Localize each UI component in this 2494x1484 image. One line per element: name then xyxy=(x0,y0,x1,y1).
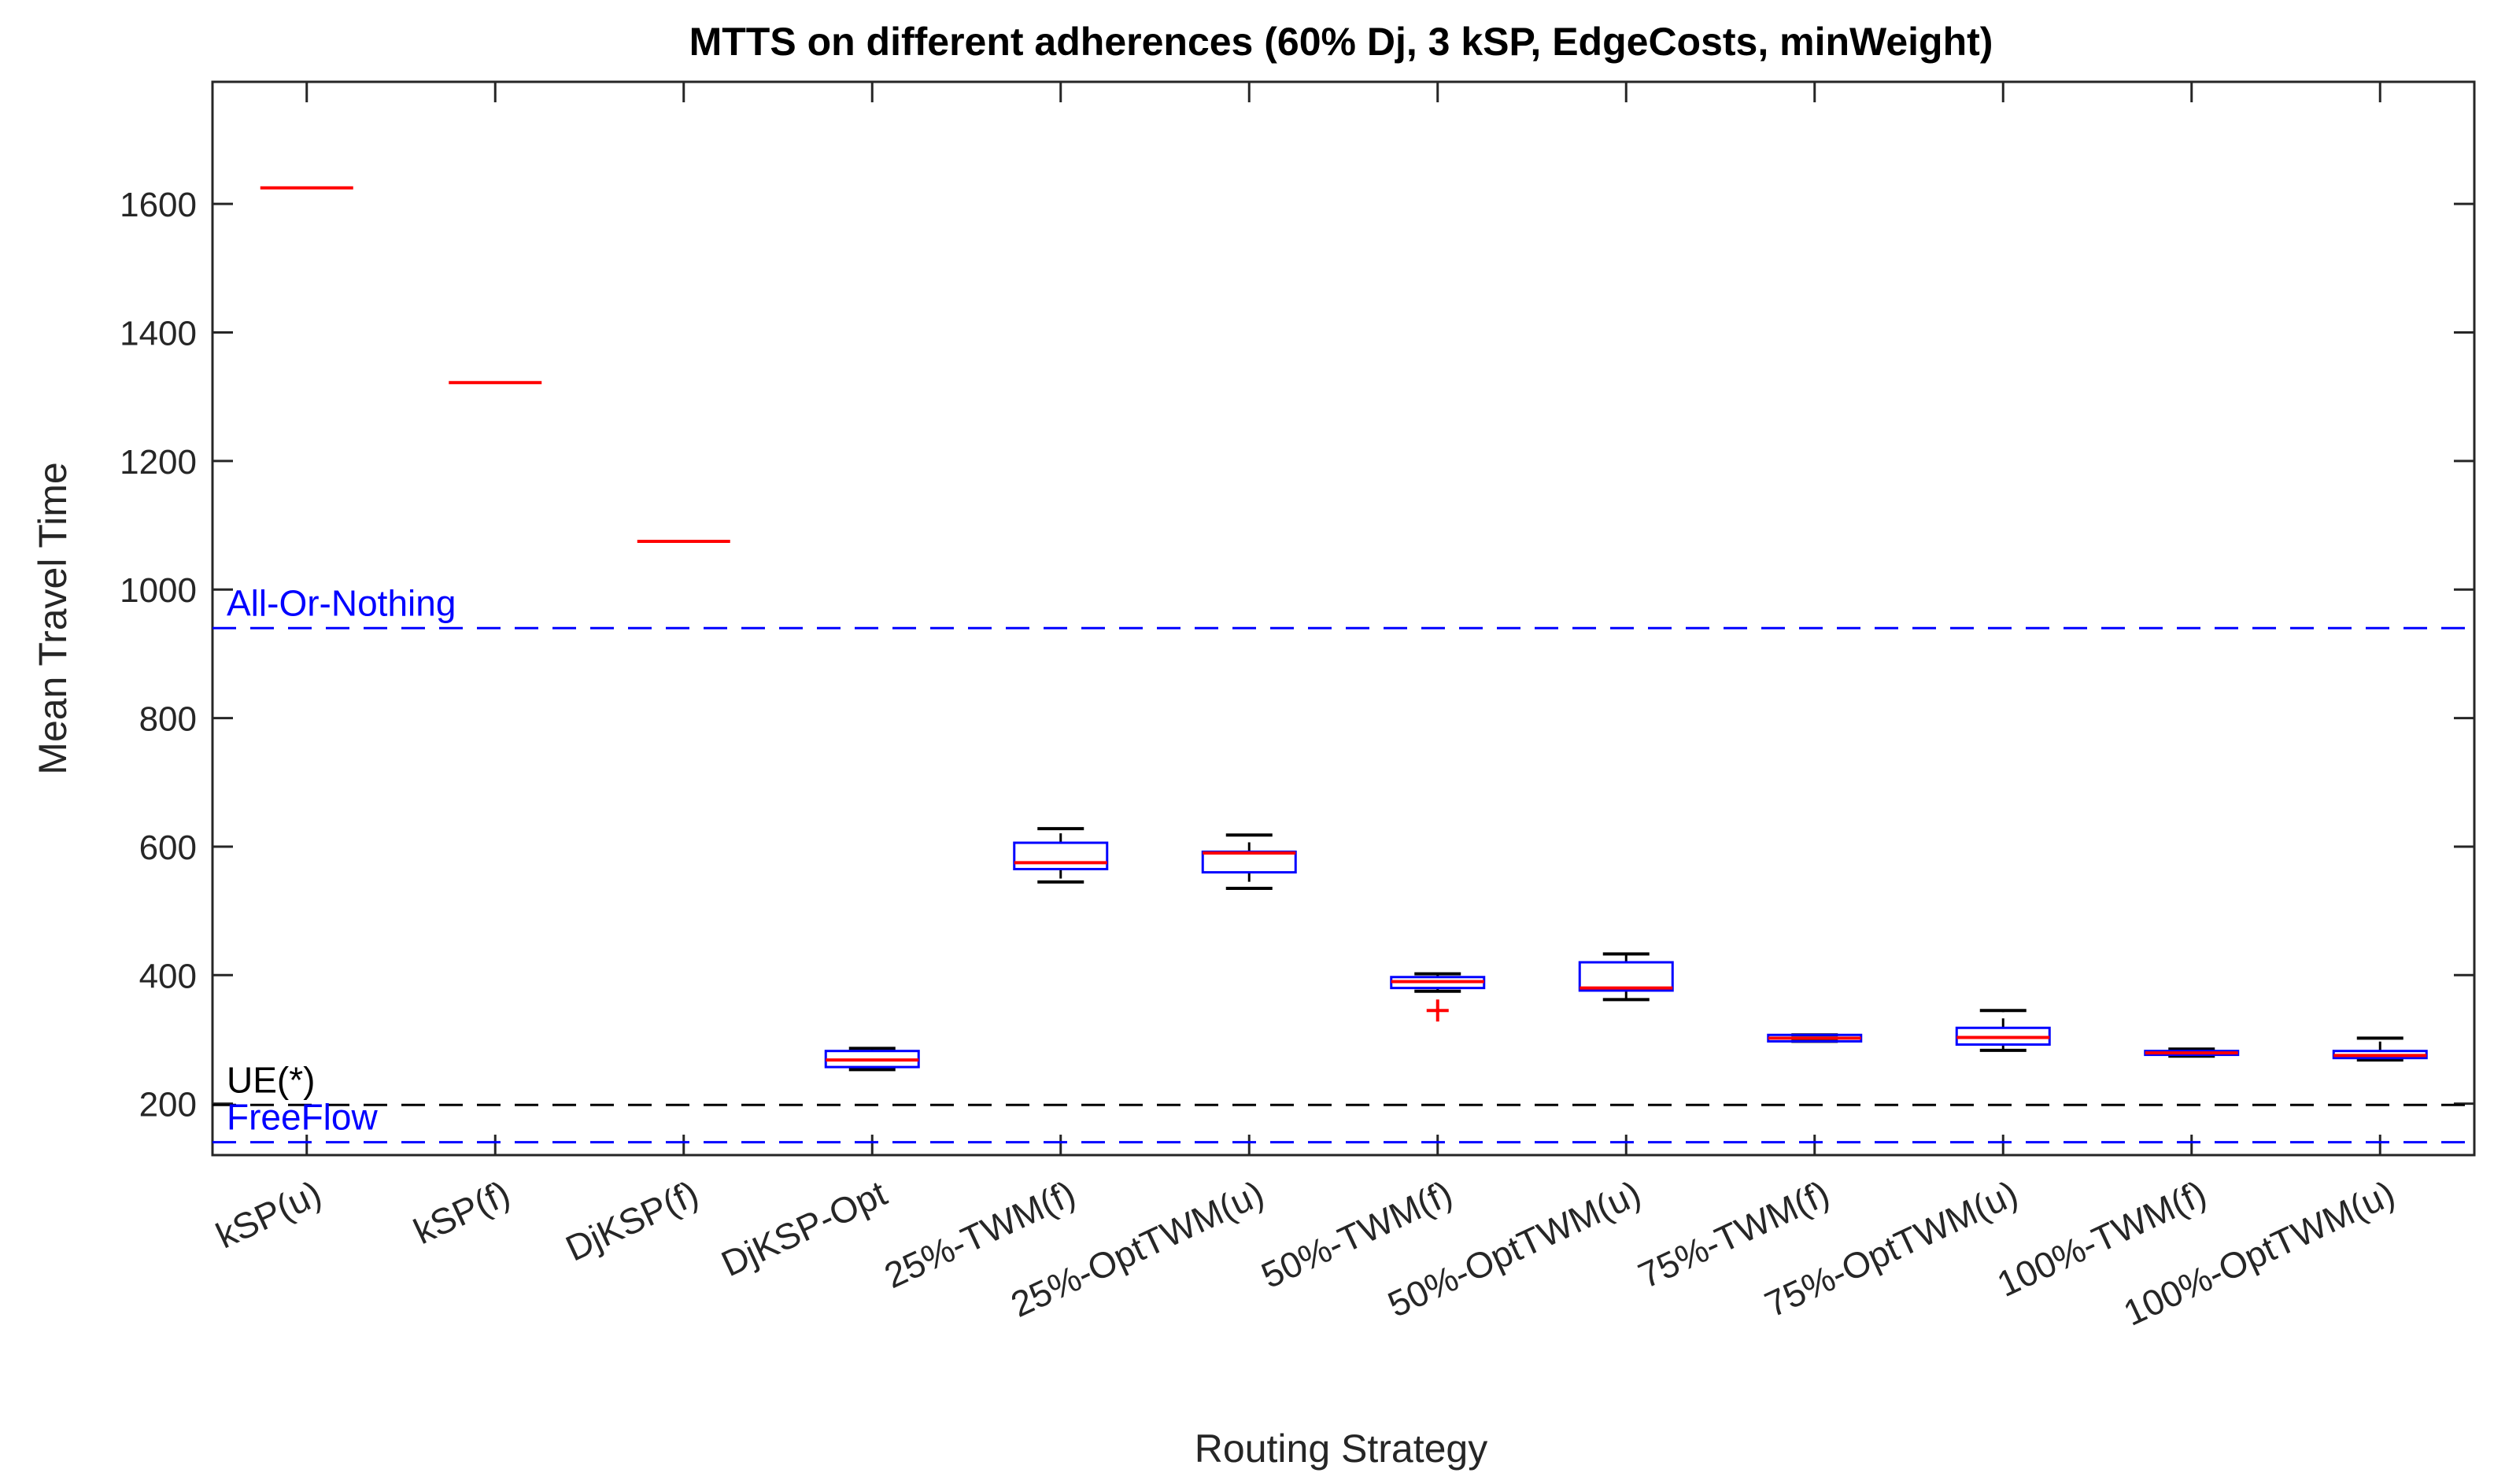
box-11 xyxy=(2144,1047,2240,1058)
y-tick-label: 200 xyxy=(139,1086,197,1124)
axis-ticks: 200 400 600 800 1000 1200 1400 1600 xyxy=(120,82,2474,1155)
box-iqr xyxy=(1201,850,1297,874)
y-tick-label: 1000 xyxy=(120,571,197,610)
y-tick-label: 1400 xyxy=(120,315,197,353)
box-10 xyxy=(1955,1009,2051,1052)
box-7 xyxy=(1390,972,1486,1022)
x-tick-label: kSP(u) xyxy=(210,1172,327,1257)
box-8 xyxy=(1578,952,1674,1002)
box-iqr xyxy=(1013,841,1109,871)
y-tick-label: 1600 xyxy=(120,186,197,224)
plot-area-frame xyxy=(211,80,2476,1157)
chart-title: MTTS on different adherences (60% Dj, 3 … xyxy=(689,20,1993,64)
y-tick-label: 800 xyxy=(139,700,197,739)
box-12 xyxy=(2332,1036,2428,1062)
x-tick-label: DjKSP-Opt xyxy=(715,1172,893,1284)
x-tick-labels: kSP(u) kSP(f) DjKSP(f) DjKSP-Opt25%-TWM(f)2… xyxy=(210,1172,2401,1334)
box-iqr xyxy=(1578,961,1674,992)
outlier-marker xyxy=(1426,999,1449,1022)
boxes xyxy=(260,186,2428,1072)
reference-line-label: All-Or-Nothing xyxy=(227,582,456,623)
x-tick-label: kSP(f) xyxy=(408,1172,516,1252)
y-axis-label: Mean Travel Time xyxy=(31,462,75,774)
y-tick-label: 400 xyxy=(139,957,197,995)
y-tick-label: 1200 xyxy=(120,443,197,482)
y-tick-label: 600 xyxy=(139,829,197,867)
box-5 xyxy=(1013,827,1109,884)
reference-line-label: FreeFlow xyxy=(227,1097,378,1138)
x-axis-label: Routing Strategy xyxy=(1195,1427,1487,1471)
box-9 xyxy=(1767,1033,1863,1043)
box-4 xyxy=(824,1047,920,1072)
box-6 xyxy=(1201,833,1297,891)
reference-lines: All-Or-Nothing UE(*)FreeFlow xyxy=(212,582,2474,1144)
x-tick-label: DjKSP(f) xyxy=(560,1172,704,1269)
reference-line-label: UE(*) xyxy=(227,1059,315,1100)
